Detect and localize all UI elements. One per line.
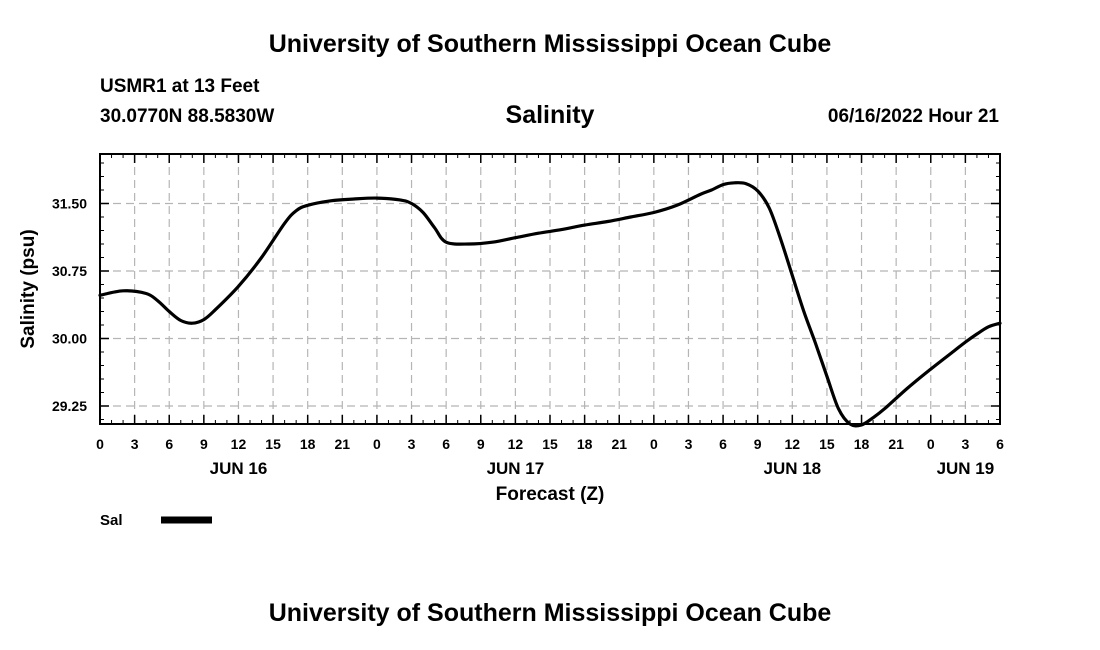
x-tick-label: 6 [442,436,450,452]
x-tick-label: 3 [961,436,969,452]
footer-title: University of Southern Mississippi Ocean… [268,599,832,627]
x-tick-label: 3 [131,436,139,452]
x-tick-label: 15 [265,436,281,452]
page-title: University of Southern Mississippi Ocean… [268,30,832,58]
coordinates-label: 30.0770N 88.5830W [100,106,275,127]
y-tick-label: 30.75 [52,263,87,279]
x-tick-label: 12 [785,436,801,452]
date-label: JUN 16 [210,459,268,478]
y-tick-label: 29.25 [52,398,87,414]
x-tick-label: 3 [408,436,416,452]
plot-frame [99,153,1001,425]
x-tick-label: 0 [650,436,658,452]
legend-label: Sal [100,512,123,529]
x-tick-label: 9 [477,436,485,452]
grid [100,154,1000,424]
y-tick-label: 31.50 [52,196,87,212]
x-tick-label: 15 [542,436,558,452]
x-tick-label: 9 [200,436,208,452]
station-label: USMR1 at 13 Feet [100,76,260,97]
date-label: JUN 17 [487,459,545,478]
valid-time-label: 06/16/2022 Hour 21 [827,106,999,127]
chart-title: Salinity [505,101,595,129]
salinity-chart: 0 3 6 9 12 15 18 21 0 3 6 9 12 15 18 21 0 3 6 9 12 15 18 21 0 3 6 2… [18,153,1004,529]
x-tick-label: 6 [165,436,173,452]
x-tick-label: 18 [577,436,593,452]
x-tick-label: 9 [754,436,762,452]
x-tick-label: 0 [927,436,935,452]
date-label: JUN 19 [937,459,995,478]
legend: Sal [100,512,212,529]
x-tick-label: 6 [996,436,1004,452]
date-label: JUN 18 [763,459,821,478]
x-tick-label: 21 [335,436,351,452]
x-tick-label: 12 [231,436,247,452]
x-tick-label: 3 [685,436,693,452]
y-axis-title: Salinity (psu) [18,229,39,348]
series-line-sal [98,181,1002,428]
x-tick-label: 18 [854,436,870,452]
y-tick-label: 30.00 [52,331,87,347]
x-tick-label: 6 [719,436,727,452]
axis-labels: 0 3 6 9 12 15 18 21 0 3 6 9 12 15 18 21 0 3 6 9 12 15 18 21 0 3 6 2… [52,196,1004,479]
x-tick-label: 12 [508,436,524,452]
x-axis-title: Forecast (Z) [496,484,605,505]
x-tick-label: 21 [888,436,904,452]
x-tick-label: 0 [373,436,381,452]
x-tick-label: 21 [611,436,627,452]
x-tick-label: 0 [96,436,104,452]
series-layer [98,181,1002,428]
x-tick-label: 15 [819,436,835,452]
x-tick-label: 18 [300,436,316,452]
